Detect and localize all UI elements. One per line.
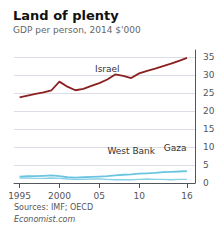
svg-text:West Bank: West Bank — [107, 146, 155, 156]
svg-text:15: 15 — [203, 124, 214, 134]
svg-text:Land of plenty: Land of plenty — [13, 8, 119, 23]
svg-text:1995: 1995 — [8, 191, 31, 201]
svg-text:Gaza: Gaza — [164, 143, 187, 153]
svg-text:05: 05 — [94, 191, 105, 201]
svg-text:Sources: IMF; OECD: Sources: IMF; OECD — [14, 203, 93, 212]
svg-text:20: 20 — [203, 106, 215, 116]
svg-text:0: 0 — [203, 178, 209, 188]
svg-text:25: 25 — [203, 88, 214, 98]
svg-text:Israel: Israel — [95, 64, 120, 74]
svg-text:2000: 2000 — [48, 191, 71, 201]
svg-text:16: 16 — [181, 191, 193, 201]
svg-text:Economist.com: Economist.com — [14, 215, 75, 224]
svg-text:5: 5 — [203, 160, 209, 170]
svg-text:30: 30 — [203, 70, 215, 80]
svg-text:GDP per person, 2014 $'000: GDP per person, 2014 $'000 — [13, 25, 141, 35]
svg-text:35: 35 — [203, 52, 214, 62]
svg-text:10: 10 — [133, 191, 145, 201]
svg-text:10: 10 — [203, 142, 215, 152]
